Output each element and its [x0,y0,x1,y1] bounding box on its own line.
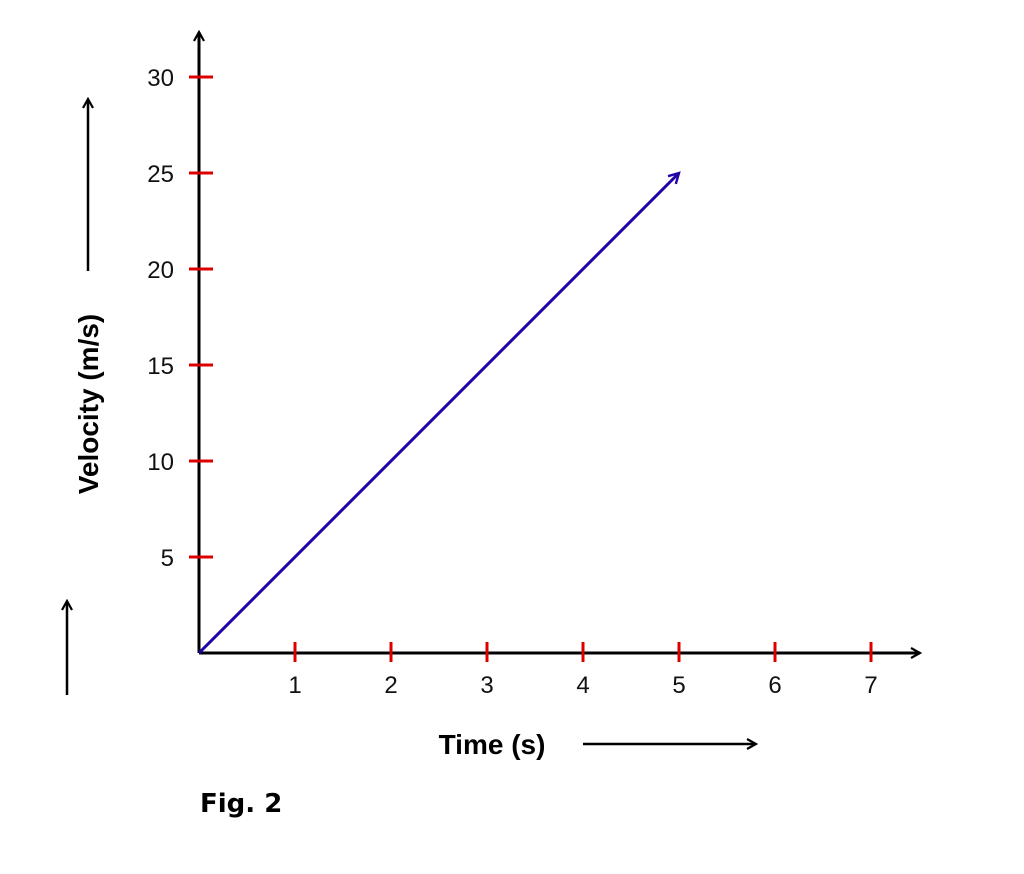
velocity-series-line [197,171,681,655]
x-ticks: 1 2 3 4 5 6 7 [288,642,878,699]
x-tick-label: 1 [288,672,301,699]
y-tick-label: 5 [161,545,174,572]
y-tick-label: 15 [147,353,174,380]
x-tick-label: 4 [576,672,589,699]
x-tick-label: 6 [768,672,781,699]
y-tick-label: 25 [147,161,174,188]
y-ticks: 5 10 15 20 25 30 [147,65,213,572]
y-tick-label: 20 [147,257,174,284]
y-tick-label: 30 [147,65,174,92]
figure-caption: Fig. 2 [200,789,282,819]
y-tick-label: 10 [147,449,174,476]
x-tick-label: 5 [672,672,685,699]
y-axis-title: Velocity (m/s) [73,314,104,495]
x-tick-label: 2 [384,672,397,699]
series-layer [197,171,681,655]
x-tick-label: 3 [480,672,493,699]
x-tick-label: 7 [864,672,877,699]
x-axis-title: Time (s) [439,729,546,760]
